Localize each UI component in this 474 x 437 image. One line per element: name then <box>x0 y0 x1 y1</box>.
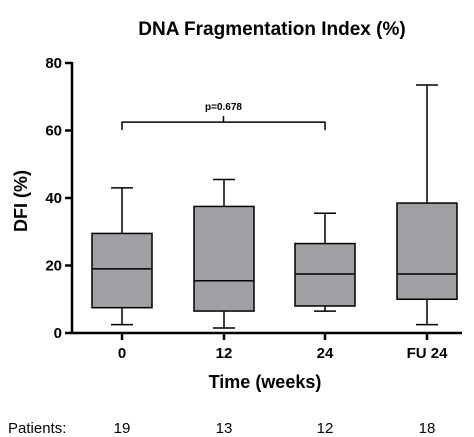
iqr-box <box>193 205 255 312</box>
boxes <box>91 84 458 329</box>
chart-title: DNA Fragmentation Index (%) <box>138 19 405 40</box>
iqr-box <box>294 242 356 307</box>
x-tick-label: 24 <box>317 345 334 362</box>
patients-count: 19 <box>114 420 131 437</box>
y-axis-label: DFI (%) <box>11 170 31 232</box>
patients-count: 18 <box>419 420 436 437</box>
box-2 <box>294 212 356 312</box>
y-tick-label: 0 <box>54 325 62 342</box>
box-3 <box>396 84 458 326</box>
x-axis-label: Time (weeks) <box>209 372 322 392</box>
x-tick-label: 0 <box>118 345 126 362</box>
patients-label: Patients: <box>8 420 66 437</box>
p-value-label: p=0.678 <box>205 102 242 113</box>
x-tick-labels: 0 12 24 FU 24 <box>118 333 448 362</box>
box-0 <box>91 187 153 326</box>
bracket-line <box>121 121 326 131</box>
box-1 <box>193 178 255 329</box>
iqr-box <box>396 202 458 300</box>
x-tick-label: 12 <box>216 345 233 362</box>
y-tick-label: 40 <box>45 190 62 207</box>
y-tick-label: 60 <box>45 123 62 140</box>
y-tick-label: 80 <box>45 55 62 72</box>
significance-bracket: p=0.678 <box>121 102 326 131</box>
y-tick-label: 20 <box>45 258 62 275</box>
iqr-box <box>91 232 153 309</box>
patients-row: Patients: 19 13 12 18 <box>8 420 435 437</box>
x-tick-label: FU 24 <box>407 345 449 362</box>
patients-count: 12 <box>317 420 334 437</box>
patients-count: 13 <box>216 420 233 437</box>
y-tick-labels: 0 20 40 60 80 <box>45 55 72 342</box>
